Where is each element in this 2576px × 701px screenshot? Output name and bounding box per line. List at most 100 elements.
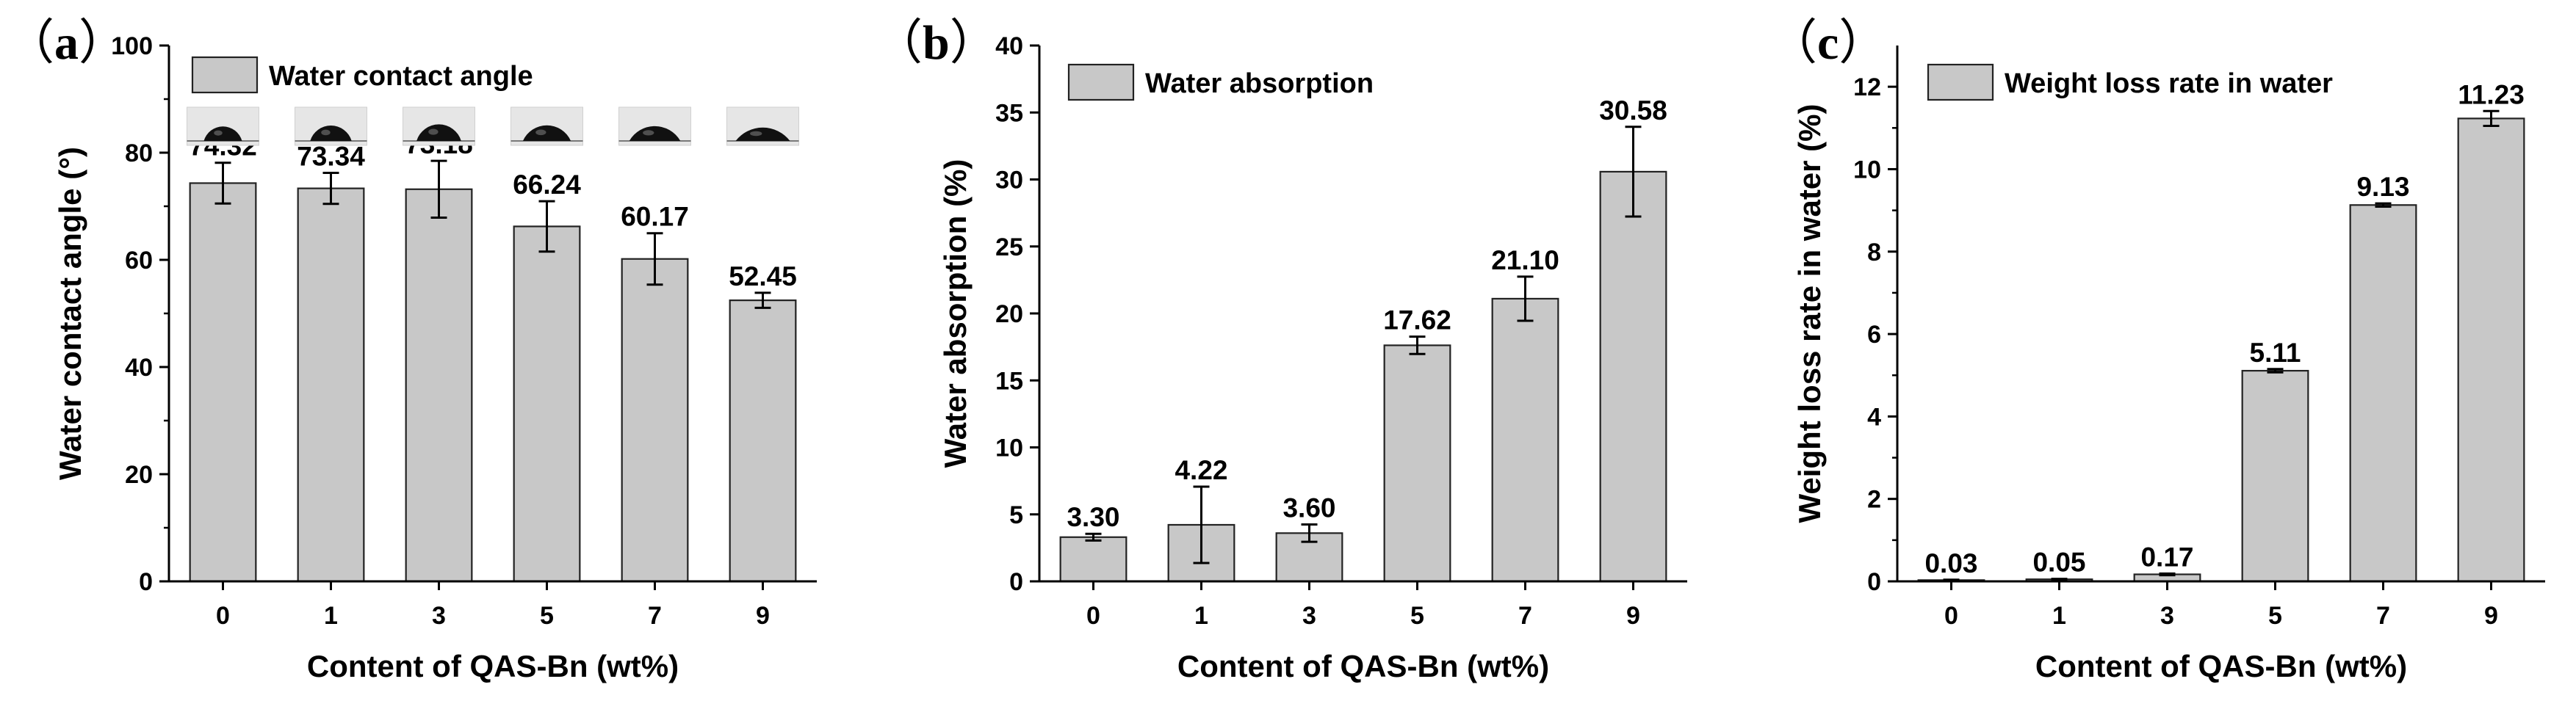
error-bar bbox=[754, 291, 771, 309]
bar bbox=[1059, 536, 1128, 583]
y-tick-label: 80 bbox=[125, 139, 153, 167]
panel-label-c: （c） bbox=[1769, 16, 1887, 70]
data-label: 52.45 bbox=[729, 261, 797, 291]
droplet-image bbox=[295, 106, 367, 146]
error-bar bbox=[1193, 485, 1210, 564]
bar bbox=[729, 299, 797, 583]
legend: Water contact angle bbox=[191, 56, 533, 94]
bar bbox=[405, 188, 473, 583]
data-label: 30.58 bbox=[1599, 95, 1667, 126]
legend: Water absorption bbox=[1067, 63, 1374, 101]
droplet-image bbox=[187, 106, 259, 146]
y-tick-label: 0 bbox=[139, 568, 153, 596]
legend-label: Water contact angle bbox=[269, 61, 533, 92]
panel-label-b: （b） bbox=[874, 16, 998, 70]
y-tick-label: 60 bbox=[125, 247, 153, 275]
bar bbox=[2349, 204, 2417, 583]
data-label: 73.34 bbox=[297, 141, 365, 171]
y-tick-label: 8 bbox=[1867, 239, 1881, 266]
error-bar bbox=[2159, 572, 2176, 577]
x-tick-label: 1 bbox=[2052, 602, 2066, 630]
error-bar bbox=[1301, 523, 1318, 543]
error-bar bbox=[1625, 126, 1642, 218]
error-bar bbox=[646, 232, 663, 286]
data-label: 21.10 bbox=[1491, 245, 1559, 275]
error-bar bbox=[322, 171, 339, 206]
data-label: 0.05 bbox=[2032, 548, 2085, 578]
droplet-image bbox=[510, 106, 583, 146]
chart-panel-b: （b）3.304.223.6017.6221.1030.580510152025… bbox=[874, 16, 1687, 683]
data-label: 3.30 bbox=[1067, 502, 1119, 532]
x-tick-label: 0 bbox=[1086, 602, 1100, 630]
data-label: 9.13 bbox=[2356, 172, 2409, 202]
y-tick-label: 20 bbox=[995, 300, 1023, 328]
y-tick-label: 35 bbox=[995, 99, 1023, 127]
y-tick-label: 10 bbox=[1853, 156, 1881, 184]
y-tick-label: 100 bbox=[111, 32, 153, 60]
y-tick-label: 10 bbox=[995, 435, 1023, 462]
y-tick-label: 6 bbox=[1867, 321, 1881, 349]
legend-swatch bbox=[1067, 63, 1135, 101]
x-tick-label: 1 bbox=[1194, 602, 1208, 630]
y-axis-title: Water absorption (%) bbox=[938, 159, 973, 468]
error-bar bbox=[2051, 578, 2068, 581]
x-tick-label: 5 bbox=[2268, 602, 2282, 630]
bar bbox=[621, 258, 689, 583]
y-tick-label: 15 bbox=[995, 367, 1023, 395]
data-label: 66.24 bbox=[513, 170, 581, 200]
x-tick-label: 9 bbox=[2484, 602, 2498, 630]
chart-panel-c: （c） 0.03 0.05 0.17 5.11 9.13 11.23 0 2 4 6 8 10 12 0 1 3… bbox=[1769, 16, 2545, 683]
y-tick-label: 2 bbox=[1867, 486, 1881, 514]
x-tick-label: 7 bbox=[1518, 602, 1532, 630]
panel-label-a: （a） bbox=[6, 16, 127, 70]
y-tick-label: 25 bbox=[995, 233, 1023, 261]
x-tick-label: 7 bbox=[648, 602, 662, 630]
x-tick-label: 9 bbox=[756, 602, 770, 630]
bar bbox=[1491, 297, 1559, 583]
error-bar bbox=[214, 161, 231, 205]
x-axis-title: Content of QAS-Bn (wt%) bbox=[307, 649, 679, 683]
error-bar bbox=[430, 159, 447, 219]
bar bbox=[513, 225, 581, 583]
y-tick-label: 40 bbox=[995, 32, 1023, 60]
legend-swatch bbox=[1927, 63, 1994, 101]
x-tick-label: 5 bbox=[1410, 602, 1424, 630]
legend-label: Weight loss rate in water bbox=[2005, 68, 2333, 99]
x-tick-label: 3 bbox=[432, 602, 446, 630]
error-bar bbox=[1517, 275, 1534, 322]
y-tick-label: 0 bbox=[1867, 568, 1881, 596]
legend-label: Water absorption bbox=[1145, 68, 1374, 99]
x-tick-label: 7 bbox=[2376, 602, 2390, 630]
data-label: 17.62 bbox=[1383, 305, 1451, 335]
data-label: 4.22 bbox=[1175, 455, 1227, 485]
y-tick-label: 5 bbox=[1009, 501, 1023, 529]
y-tick-label: 20 bbox=[125, 461, 153, 489]
error-bar bbox=[1409, 335, 1426, 355]
legend-swatch bbox=[191, 56, 259, 94]
bar bbox=[1383, 344, 1451, 583]
bar bbox=[2457, 117, 2525, 583]
error-bar bbox=[2483, 109, 2500, 127]
error-bar bbox=[2375, 202, 2392, 208]
y-tick-label: 0 bbox=[1009, 568, 1023, 596]
x-tick-label: 3 bbox=[2160, 602, 2174, 630]
y-tick-label: 40 bbox=[125, 354, 153, 382]
bar bbox=[297, 187, 365, 583]
data-label: 3.60 bbox=[1282, 493, 1335, 523]
x-tick-label: 1 bbox=[324, 602, 338, 630]
y-axis-title: Water contact angle (°) bbox=[53, 147, 87, 480]
y-tick-label: 4 bbox=[1867, 403, 1881, 431]
x-tick-label: 9 bbox=[1626, 602, 1640, 630]
error-bar bbox=[1085, 532, 1102, 542]
data-label: 11.23 bbox=[2458, 79, 2525, 109]
droplet-image bbox=[726, 106, 799, 146]
y-axis-title: Weight loss rate in water (%) bbox=[1792, 104, 1827, 523]
y-tick-label: 30 bbox=[995, 167, 1023, 195]
x-axis-title: Content of QAS-Bn (wt%) bbox=[2035, 649, 2407, 683]
y-tick-label: 12 bbox=[1853, 73, 1881, 101]
droplet-image bbox=[618, 106, 691, 146]
droplet-image bbox=[403, 106, 475, 146]
data-label: 0.17 bbox=[2140, 542, 2193, 572]
droplet-images bbox=[187, 106, 799, 146]
data-label: 5.11 bbox=[2250, 338, 2301, 368]
